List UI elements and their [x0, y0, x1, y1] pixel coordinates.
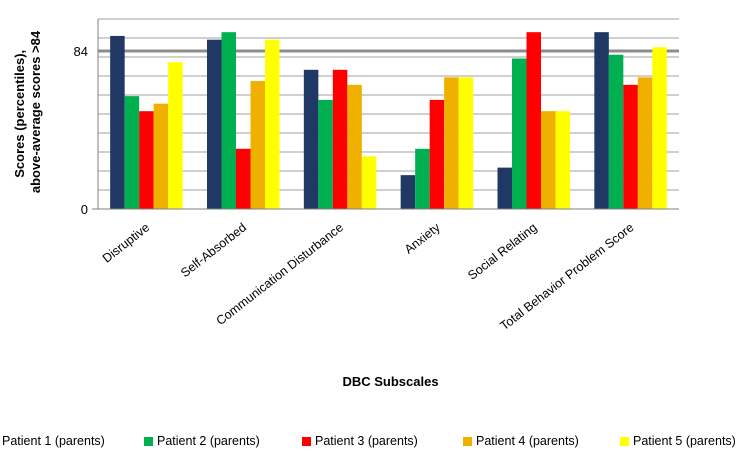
y-tick-label: 0 — [81, 202, 88, 217]
bar — [236, 148, 251, 209]
bar — [541, 111, 556, 209]
x-category-label: Social Relating — [465, 220, 539, 282]
bar — [594, 32, 609, 209]
legend-label: Patient 5 (parents) — [633, 434, 736, 448]
bar — [318, 99, 333, 209]
legend-swatch — [620, 436, 629, 446]
x-axis-title: DBC Subscales — [342, 374, 438, 389]
bar — [207, 39, 222, 209]
legend-swatch — [144, 436, 153, 446]
bar — [526, 32, 541, 209]
legend-item: Patient 4 (parents) — [463, 434, 579, 448]
y-tick-labels: 0 84 — [74, 44, 88, 217]
bar — [608, 54, 624, 210]
bar — [303, 69, 319, 209]
y-tick-label: 84 — [74, 44, 88, 59]
legend-label: Patient 3 (parents) — [315, 434, 418, 448]
bar — [361, 156, 377, 209]
bar — [168, 62, 183, 209]
bar — [458, 77, 474, 209]
svg-text:Scores (percentiles), ab: Scores (percentiles), above-average scor… — [12, 30, 43, 193]
legend-swatch — [463, 436, 472, 446]
bar — [250, 81, 265, 209]
bar — [444, 77, 459, 209]
legend-swatch — [302, 436, 311, 446]
bar — [623, 84, 638, 209]
legend-item: Patient 5 (parents) — [620, 434, 736, 448]
bar — [124, 96, 140, 209]
x-category-label: Self-Absorbed — [178, 220, 249, 280]
bar — [153, 103, 169, 209]
legend-item: Patient 2 (parents) — [144, 434, 260, 448]
legend-item: Patient 3 (parents) — [302, 434, 418, 448]
gridlines — [98, 18, 679, 210]
x-category-label: Disruptive — [100, 220, 152, 265]
bar — [512, 58, 527, 210]
bar — [110, 35, 125, 209]
legend: Patient 1 (parents) Patient 2 (parents) Pa… — [0, 434, 745, 452]
legend-item: Patient 1 (parents) — [2, 434, 105, 448]
legend-label: Patient 4 (parents) — [476, 434, 579, 448]
bar — [221, 32, 236, 209]
y-axis-title: Scores (percentiles), above-average scor… — [12, 30, 43, 193]
y-axis-title-line-1: Scores (percentiles), — [12, 50, 27, 178]
bar — [637, 77, 653, 209]
bar — [265, 39, 280, 209]
bar — [139, 111, 154, 209]
bar — [400, 175, 416, 209]
bars — [110, 32, 667, 210]
bar — [497, 167, 512, 209]
bar — [652, 47, 667, 210]
x-category-label: Anxiety — [402, 220, 444, 257]
bar — [332, 69, 348, 209]
bar — [415, 148, 430, 209]
legend-label: Patient 2 (parents) — [157, 434, 260, 448]
legend-label: Patient 1 (parents) — [2, 434, 105, 448]
bar — [555, 111, 570, 209]
bar — [429, 99, 445, 209]
bar — [347, 84, 362, 209]
y-axis-title-line-2: above-average scores >84 — [28, 30, 43, 193]
